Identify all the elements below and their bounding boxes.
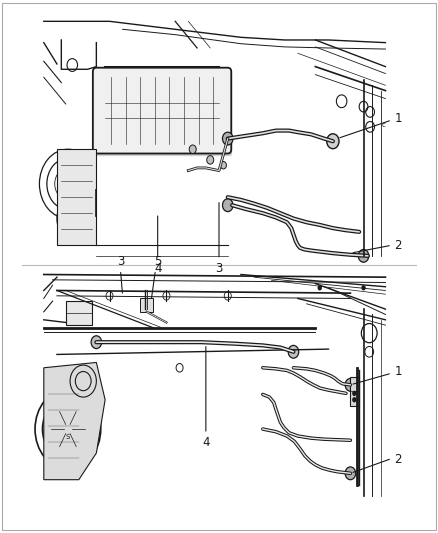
Circle shape: [91, 336, 102, 349]
Polygon shape: [57, 149, 96, 245]
Circle shape: [327, 134, 339, 149]
Circle shape: [358, 249, 369, 262]
Text: 2: 2: [394, 239, 402, 252]
Circle shape: [345, 467, 356, 480]
Circle shape: [352, 397, 357, 402]
Circle shape: [345, 378, 356, 391]
Text: 1: 1: [394, 365, 402, 378]
Text: S: S: [66, 434, 70, 440]
FancyBboxPatch shape: [96, 74, 232, 156]
Text: 1: 1: [394, 112, 402, 125]
Text: 2: 2: [394, 453, 402, 466]
FancyBboxPatch shape: [350, 377, 359, 406]
Text: 3: 3: [117, 255, 124, 268]
Text: 3: 3: [215, 262, 223, 275]
Text: 5: 5: [154, 255, 161, 268]
Text: 4: 4: [154, 262, 162, 275]
Polygon shape: [44, 362, 105, 480]
FancyBboxPatch shape: [66, 301, 92, 325]
Circle shape: [223, 132, 233, 145]
Circle shape: [223, 199, 233, 212]
FancyBboxPatch shape: [93, 68, 231, 154]
FancyBboxPatch shape: [140, 298, 153, 312]
Circle shape: [220, 161, 226, 169]
Circle shape: [352, 391, 357, 396]
Circle shape: [361, 285, 366, 290]
Circle shape: [207, 156, 214, 164]
Circle shape: [318, 285, 322, 290]
Circle shape: [189, 145, 196, 154]
Circle shape: [288, 345, 299, 358]
Text: c: c: [381, 122, 385, 128]
Text: 4: 4: [202, 436, 210, 449]
